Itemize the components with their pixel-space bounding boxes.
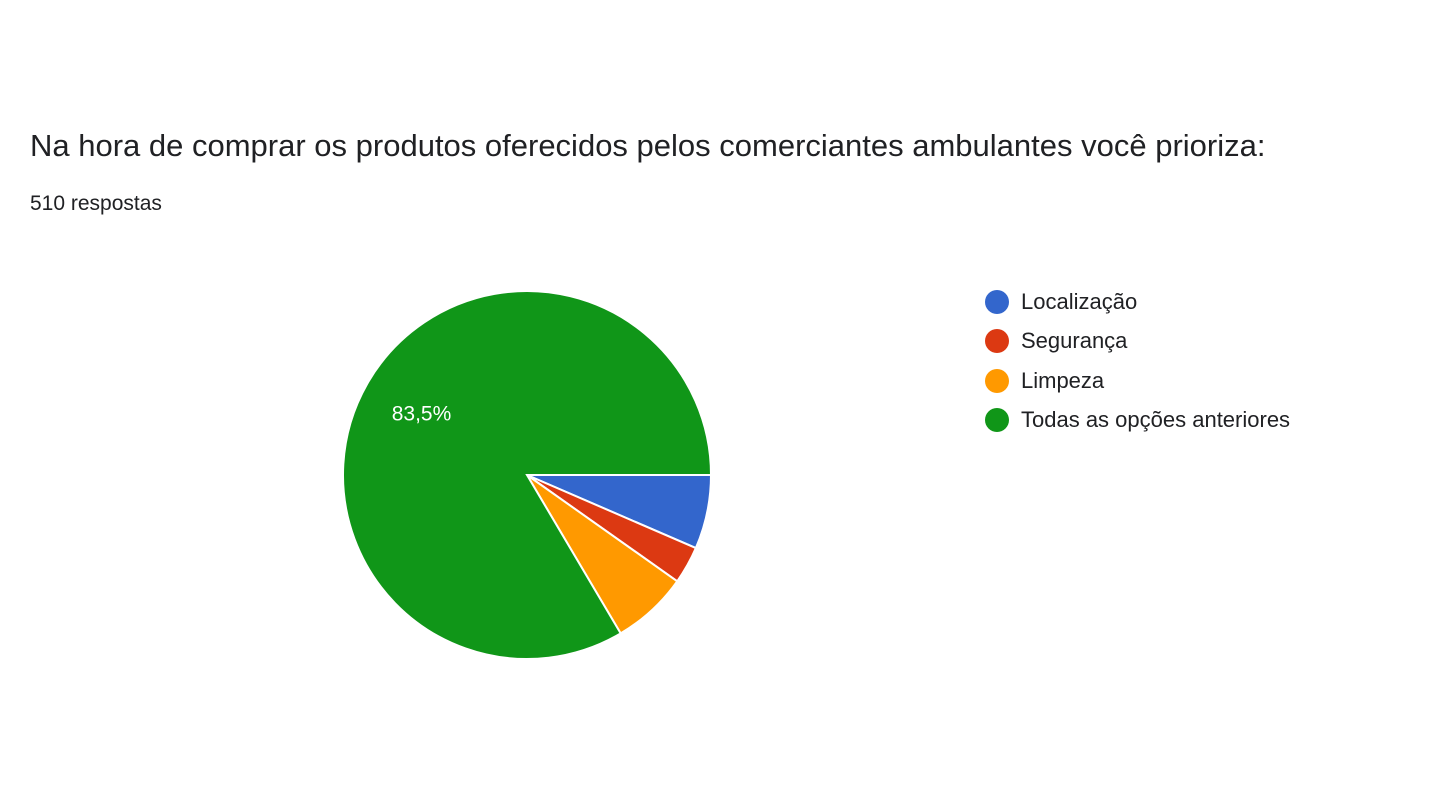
legend-swatch-icon	[985, 368, 1009, 393]
legend-item[interactable]: Segurança	[985, 322, 1425, 362]
legend-item[interactable]: Limpeza	[985, 361, 1425, 401]
pie-slices	[342, 290, 713, 660]
legend-swatch-icon	[985, 329, 1009, 354]
pie-labels: 83,5%	[392, 402, 452, 425]
legend-swatch-icon	[985, 289, 1009, 314]
pie-slice-todas-as-op-es-anteriores[interactable]	[342, 290, 713, 660]
chart-legend: Localização Segurança Limpeza Todas as opçõ…	[985, 282, 1425, 440]
legend-swatch-icon	[985, 408, 1009, 433]
legend-item[interactable]: Localização	[985, 282, 1425, 322]
legend-label: Todas as opções anteriores	[1021, 407, 1291, 433]
response-count: 510 respostas	[30, 192, 162, 215]
question-title: Na hora de comprar os produtos oferecido…	[30, 128, 1266, 163]
legend-label: Localização	[1021, 288, 1138, 314]
legend-label: Limpeza	[1021, 367, 1105, 393]
legend-item[interactable]: Todas as opções anteriores	[985, 401, 1425, 441]
legend-label: Segurança	[1021, 328, 1128, 354]
pie-data-label: 83,5%	[392, 402, 452, 425]
